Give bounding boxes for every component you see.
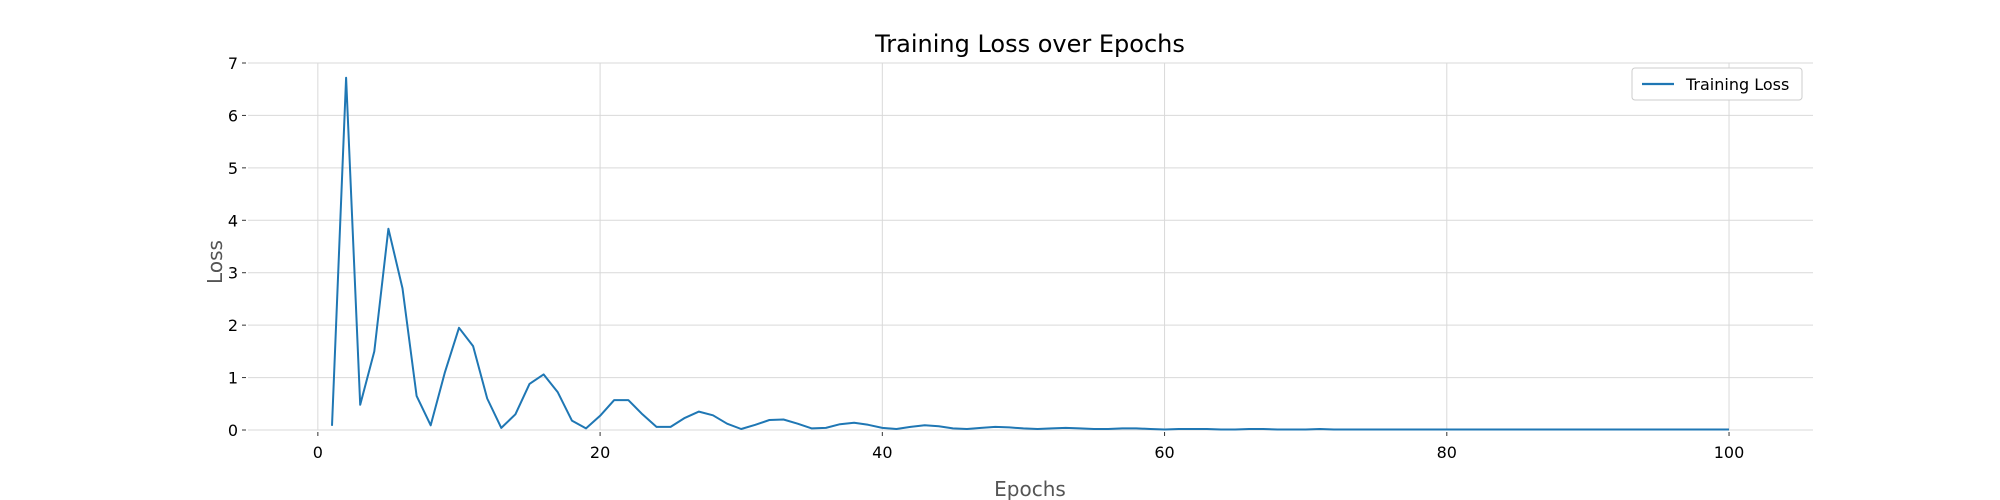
y-tick-label: 7 xyxy=(228,54,238,73)
y-axis-label: Loss xyxy=(203,240,227,284)
y-axis: 0 1 2 3 4 5 6 7 xyxy=(228,54,246,440)
legend: Training Loss xyxy=(1631,67,1803,101)
x-tick-label: 0 xyxy=(313,443,323,462)
y-tick-label: 5 xyxy=(228,159,238,178)
chart-title: Training Loss over Epochs xyxy=(874,30,1185,58)
x-tick-label: 60 xyxy=(1154,443,1174,462)
y-tick-label: 3 xyxy=(228,264,238,283)
x-axis: 0 20 40 60 80 100 xyxy=(313,432,1745,462)
x-tick-label: 80 xyxy=(1437,443,1457,462)
y-tick-label: 2 xyxy=(228,316,238,335)
y-tick-label: 1 xyxy=(228,369,238,388)
x-tick-label: 40 xyxy=(872,443,892,462)
y-tick-label: 4 xyxy=(228,211,238,230)
series-group xyxy=(331,76,1729,431)
y-tick-label: 6 xyxy=(228,106,238,125)
x-tick-label: 20 xyxy=(590,443,610,462)
series-line-training-loss xyxy=(331,76,1729,431)
x-axis-label: Epochs xyxy=(994,477,1066,500)
x-tick-label: 100 xyxy=(1714,443,1745,462)
legend-label: Training Loss xyxy=(1685,75,1789,94)
legend-box xyxy=(1631,67,1803,101)
grid xyxy=(248,62,1813,431)
y-tick-label: 0 xyxy=(228,421,238,440)
